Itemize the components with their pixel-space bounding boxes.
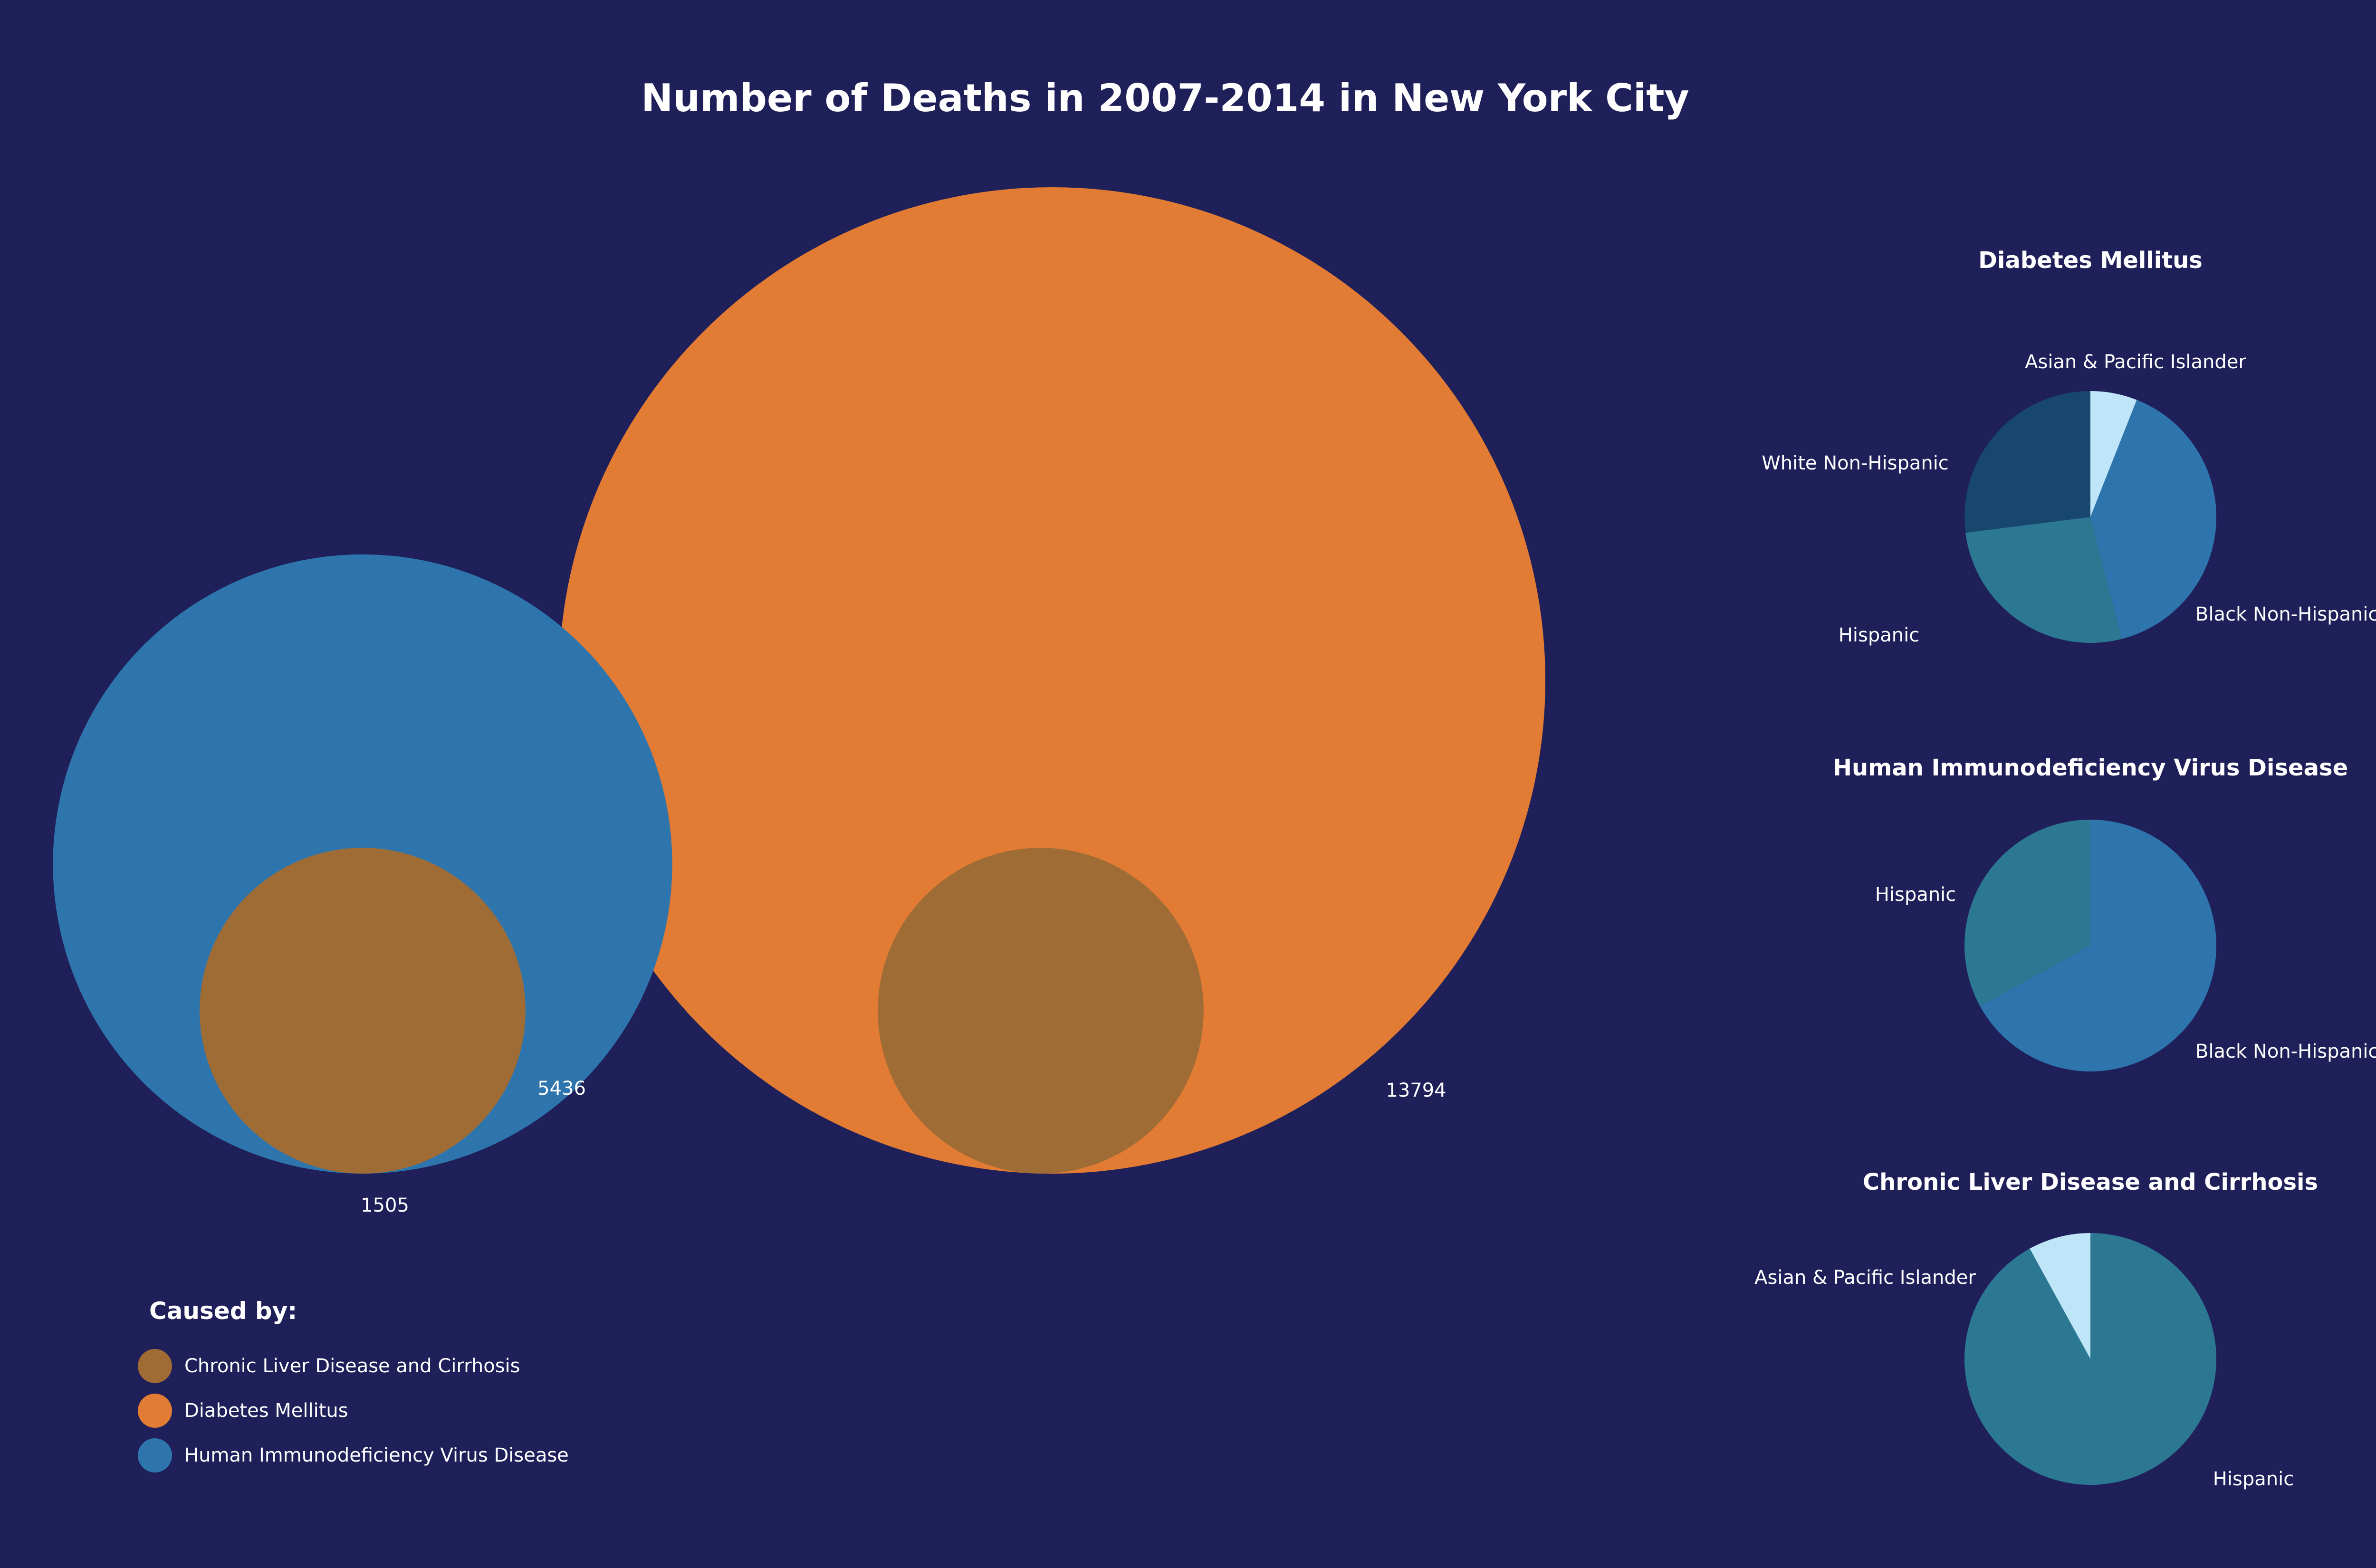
- bubble-value-label: 13794: [1386, 1080, 1446, 1101]
- legend-swatch: [138, 1438, 172, 1472]
- bubble-value-label: 1505: [361, 1195, 409, 1216]
- chart-title: Number of Deaths in 2007-2014 in New Yor…: [641, 76, 1689, 120]
- pie-slice-hispanic: [1965, 517, 2122, 643]
- legend-swatch: [138, 1394, 172, 1428]
- bubble-chronic-liver-disease-and-cirrhosis: [200, 848, 526, 1174]
- legend: Caused by: Chronic Liver Disease and Cir…: [138, 1297, 569, 1478]
- pie-slice-white-non-hispanic: [1964, 391, 2090, 533]
- pie-title: Diabetes Mellitus: [1978, 247, 2203, 274]
- legend-item-hiv: Human Immunodeficiency Virus Disease: [138, 1433, 569, 1478]
- legend-label: Diabetes Mellitus: [184, 1400, 348, 1422]
- pie-title: Chronic Liver Disease and Cirrhosis: [1863, 1169, 2318, 1195]
- bubble-chronic-liver-disease-and-cirrhosis: [878, 848, 1204, 1174]
- pie-slice-label: Hispanic: [1839, 624, 1919, 646]
- pie-slice-label: Black Non-Hispanic: [2195, 1041, 2376, 1062]
- bubble-value-label: 5436: [537, 1078, 586, 1100]
- legend-item-chronic-liver: Chronic Liver Disease and Cirrhosis: [138, 1344, 569, 1388]
- legend-label: Chronic Liver Disease and Cirrhosis: [184, 1355, 520, 1377]
- pie-slice-black-non-hispanic: [1980, 820, 2217, 1072]
- legend-title: Caused by:: [149, 1297, 297, 1325]
- pie-slice-label: Asian & Pacific Islander: [2025, 351, 2246, 373]
- legend-label: Human Immunodeficiency Virus Disease: [184, 1444, 569, 1466]
- pie-slice-label: Black Non-Hispanic: [2195, 603, 2376, 625]
- pie-slice-label: Hispanic: [2213, 1468, 2294, 1490]
- legend-swatch: [138, 1349, 172, 1383]
- pie-slice-black-non-hispanic: [2090, 400, 2217, 639]
- pie-slice-label: Hispanic: [1875, 884, 1956, 906]
- pie-slice-asian-pacific-islander: [2090, 391, 2137, 517]
- bubble-diabetes-mellitus: [559, 187, 1545, 1174]
- pie-slice-hispanic: [1964, 1233, 2217, 1485]
- pie-slice-asian-pacific-islander: [2030, 1233, 2090, 1359]
- pie-slice-hispanic: [1964, 820, 2090, 1006]
- pie-slice-label: Asian & Pacific Islander: [1754, 1267, 1976, 1289]
- pie-title: Human Immunodeficiency Virus Disease: [1833, 755, 2348, 781]
- pie-slice-label: White Non-Hispanic: [1762, 452, 1949, 474]
- legend-item-diabetes: Diabetes Mellitus: [138, 1388, 569, 1433]
